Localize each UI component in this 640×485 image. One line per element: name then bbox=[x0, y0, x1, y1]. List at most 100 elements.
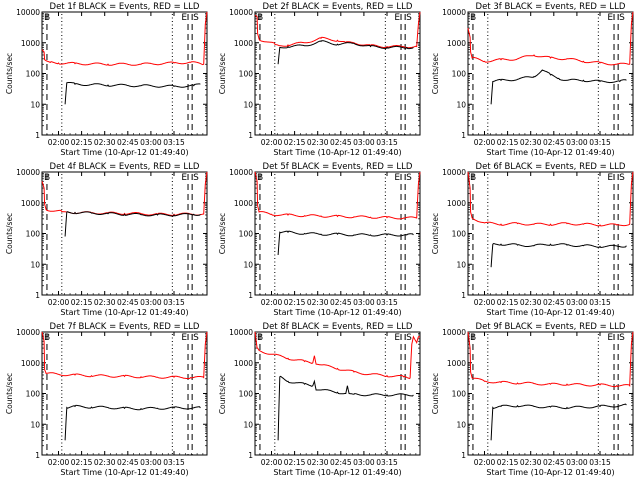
x-tick-label: 02:30 bbox=[520, 458, 542, 467]
panel-title: Det 2f BLACK = Events, RED = LLD bbox=[263, 2, 413, 12]
y-tick-label: 1000 bbox=[21, 199, 40, 208]
x-tick-label: 03:15 bbox=[163, 458, 185, 467]
series-events-line bbox=[277, 230, 414, 256]
series-events-line bbox=[64, 211, 201, 237]
panel-det-4f: Det 4f BLACK = Events, RED = LLD 1 10 100 10… bbox=[5, 162, 208, 317]
x-tick-label: 02:15 bbox=[71, 298, 93, 307]
y-tick-label: 10 bbox=[30, 420, 40, 429]
x-tick-label: 02:00 bbox=[48, 458, 70, 467]
marker-e: E bbox=[607, 333, 613, 343]
y-tick-label: 100 bbox=[26, 390, 41, 399]
y-tick-label: 10000 bbox=[229, 168, 253, 177]
marker-e: E bbox=[394, 173, 400, 183]
x-tick-label: 02:45 bbox=[543, 458, 565, 467]
x-tick-label: 03:15 bbox=[163, 298, 185, 307]
y-tick-label: 1 bbox=[35, 451, 40, 460]
x-tick-label: 03:15 bbox=[163, 138, 185, 147]
x-tick-label: 02:30 bbox=[94, 138, 116, 147]
series-events-line bbox=[490, 69, 627, 105]
series-events-line bbox=[277, 375, 414, 441]
y-tick-label: 10 bbox=[456, 260, 466, 269]
y-tick-label: 1 bbox=[248, 131, 253, 140]
marker-e: E bbox=[607, 13, 613, 23]
y-axis-label: Counts/sec bbox=[5, 373, 14, 414]
x-tick-label: 02:15 bbox=[71, 458, 93, 467]
x-tick-label: 02:30 bbox=[520, 138, 542, 147]
panel-det-1f: Det 1f BLACK = Events, RED = LLD 1 10 100 10… bbox=[5, 2, 208, 157]
series-events-line bbox=[277, 40, 414, 65]
x-tick-label: 03:00 bbox=[140, 138, 162, 147]
panel-title: Det 4f BLACK = Events, RED = LLD bbox=[50, 162, 200, 172]
x-tick-label: 02:45 bbox=[330, 138, 352, 147]
marker-b: B bbox=[257, 333, 263, 343]
axes-frame bbox=[467, 11, 634, 136]
series-events-line bbox=[64, 82, 201, 105]
marker-e: E bbox=[394, 13, 400, 23]
y-tick-label: 1000 bbox=[234, 359, 253, 368]
x-tick-label: 03:15 bbox=[376, 458, 398, 467]
x-tick-label: 02:30 bbox=[307, 298, 329, 307]
x-tick-label: 02:30 bbox=[94, 458, 116, 467]
x-tick-label: 03:15 bbox=[589, 138, 611, 147]
panel-title: Det 5f BLACK = Events, RED = LLD bbox=[263, 162, 413, 172]
y-tick-label: 10000 bbox=[442, 168, 466, 177]
x-axis-label: Start Time (10-Apr-12 01:49:40) bbox=[486, 468, 614, 477]
marker-e: E bbox=[607, 173, 613, 183]
x-tick-label: 02:15 bbox=[71, 138, 93, 147]
axes-frame bbox=[41, 11, 208, 136]
panel-title: Det 6f BLACK = Events, RED = LLD bbox=[476, 162, 626, 172]
marker-e: E bbox=[394, 333, 400, 343]
x-tick-label: 03:15 bbox=[589, 298, 611, 307]
x-axis-label: Start Time (10-Apr-12 01:49:40) bbox=[273, 468, 401, 477]
y-tick-label: 1 bbox=[35, 291, 40, 300]
axes-frame bbox=[467, 331, 634, 456]
marker-s: S bbox=[619, 13, 625, 23]
panel-title: Det 1f BLACK = Events, RED = LLD bbox=[50, 2, 200, 12]
series-lld-line bbox=[254, 331, 420, 380]
y-tick-label: 1 bbox=[461, 451, 466, 460]
x-tick-label: 03:00 bbox=[140, 298, 162, 307]
x-tick-label: 02:30 bbox=[94, 298, 116, 307]
marker-s: S bbox=[193, 333, 199, 343]
y-tick-label: 1 bbox=[248, 291, 253, 300]
y-tick-label: 100 bbox=[239, 390, 254, 399]
panel-det-9f: Det 9f BLACK = Events, RED = LLD 1 10 100 10… bbox=[431, 322, 634, 477]
x-tick-label: 02:45 bbox=[117, 458, 139, 467]
y-tick-label: 1 bbox=[461, 291, 466, 300]
axes-frame bbox=[467, 171, 634, 296]
x-tick-label: 03:15 bbox=[376, 298, 398, 307]
x-tick-label: 03:00 bbox=[566, 458, 588, 467]
y-tick-label: 1 bbox=[35, 131, 40, 140]
y-tick-label: 10000 bbox=[229, 8, 253, 17]
series-lld-line bbox=[467, 11, 634, 66]
x-tick-label: 02:15 bbox=[497, 138, 519, 147]
x-tick-label: 02:15 bbox=[497, 298, 519, 307]
y-tick-label: 1000 bbox=[447, 39, 466, 48]
x-tick-label: 02:15 bbox=[284, 458, 306, 467]
series-events-line bbox=[490, 242, 627, 268]
y-tick-label: 10 bbox=[456, 420, 466, 429]
y-tick-label: 10000 bbox=[16, 328, 40, 337]
y-axis-label: Counts/sec bbox=[431, 213, 440, 254]
y-tick-label: 100 bbox=[26, 70, 41, 79]
marker-b: B bbox=[257, 173, 263, 183]
y-axis-label: Counts/sec bbox=[218, 53, 227, 94]
x-tick-label: 02:45 bbox=[117, 298, 139, 307]
marker-s: S bbox=[406, 173, 412, 183]
x-tick-label: 03:00 bbox=[353, 138, 375, 147]
series-lld-line bbox=[41, 331, 208, 379]
marker-b: B bbox=[257, 13, 263, 23]
panel-det-7f: Det 7f BLACK = Events, RED = LLD 1 10 100 10… bbox=[5, 322, 208, 477]
marker-b: B bbox=[470, 13, 476, 23]
axes-frame bbox=[41, 331, 208, 456]
series-events-line bbox=[490, 403, 627, 441]
x-axis-label: Start Time (10-Apr-12 01:49:40) bbox=[273, 148, 401, 157]
panel-det-6f: Det 6f BLACK = Events, RED = LLD 1 10 100 10… bbox=[431, 162, 634, 317]
y-tick-label: 1 bbox=[248, 451, 253, 460]
marker-b: B bbox=[44, 173, 50, 183]
x-axis-label: Start Time (10-Apr-12 01:49:40) bbox=[60, 148, 188, 157]
y-tick-label: 10 bbox=[456, 100, 466, 109]
series-lld-line bbox=[41, 11, 208, 66]
